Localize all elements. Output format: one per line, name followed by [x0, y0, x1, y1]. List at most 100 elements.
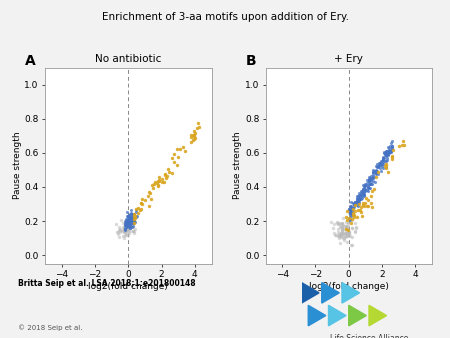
Point: [346, 216, 353, 221]
Point: [343, 230, 351, 236]
Point: [372, 169, 379, 175]
Point: [365, 176, 373, 182]
Point: [377, 159, 384, 164]
Point: [358, 189, 365, 194]
Point: [128, 208, 135, 213]
Point: [127, 215, 135, 220]
Point: [195, 124, 202, 129]
Point: [155, 174, 162, 180]
Polygon shape: [349, 305, 366, 326]
Point: [356, 199, 363, 204]
Point: [369, 169, 377, 174]
Point: [378, 162, 385, 167]
Point: [130, 219, 137, 224]
Point: [121, 225, 128, 231]
Point: [331, 233, 338, 238]
Point: [361, 184, 369, 189]
Point: [338, 221, 346, 226]
Point: [123, 224, 130, 229]
Point: [122, 222, 129, 228]
Point: [121, 229, 128, 234]
Text: Enrichment of 3-aa motifs upon addition of Ery.: Enrichment of 3-aa motifs upon addition …: [102, 12, 348, 22]
Point: [365, 185, 373, 190]
Point: [354, 208, 361, 213]
Point: [348, 206, 356, 211]
Point: [377, 160, 384, 165]
Point: [127, 216, 135, 221]
Point: [194, 120, 202, 126]
Point: [384, 169, 392, 174]
Point: [122, 228, 129, 234]
Point: [382, 165, 389, 171]
Point: [129, 221, 136, 226]
Point: [355, 196, 362, 201]
Point: [352, 200, 359, 206]
Point: [342, 231, 349, 236]
Point: [130, 214, 137, 220]
Point: [121, 219, 128, 224]
Point: [347, 243, 354, 248]
Point: [382, 152, 389, 157]
Point: [132, 206, 140, 212]
Point: [340, 235, 347, 241]
Point: [383, 161, 390, 167]
Point: [341, 235, 348, 241]
Point: [126, 220, 133, 225]
Point: [352, 199, 359, 204]
Polygon shape: [369, 305, 387, 326]
Point: [123, 217, 130, 222]
Point: [386, 148, 393, 154]
Point: [351, 202, 358, 207]
Point: [138, 207, 145, 212]
Point: [162, 175, 169, 180]
Point: [123, 228, 130, 233]
Point: [333, 232, 340, 237]
Point: [129, 212, 136, 217]
Point: [123, 210, 130, 215]
Point: [190, 138, 197, 143]
Point: [346, 229, 353, 234]
Point: [333, 220, 341, 226]
Point: [355, 197, 362, 202]
Point: [126, 219, 134, 225]
Point: [370, 175, 377, 180]
Point: [374, 161, 381, 167]
Point: [351, 200, 359, 206]
Point: [148, 197, 155, 202]
Point: [398, 142, 405, 147]
Point: [388, 139, 396, 144]
Point: [122, 227, 129, 233]
Point: [124, 227, 131, 233]
Point: [377, 160, 384, 165]
X-axis label: log2(fold change): log2(fold change): [88, 282, 168, 291]
Point: [164, 166, 171, 172]
Point: [366, 182, 373, 187]
Point: [126, 216, 133, 222]
Point: [120, 229, 127, 234]
Point: [383, 155, 391, 161]
Point: [343, 231, 351, 236]
Point: [383, 150, 390, 155]
Point: [367, 173, 374, 179]
Point: [129, 211, 136, 216]
Point: [153, 180, 161, 185]
Point: [125, 212, 132, 217]
Point: [380, 156, 387, 161]
Point: [155, 178, 162, 184]
Point: [355, 193, 362, 199]
Point: [133, 213, 140, 219]
Point: [346, 207, 353, 213]
Point: [342, 224, 350, 230]
Point: [122, 217, 130, 222]
Point: [357, 193, 364, 198]
Point: [127, 211, 135, 216]
Point: [338, 226, 345, 231]
Point: [359, 202, 366, 208]
Point: [343, 230, 350, 235]
Point: [340, 215, 347, 220]
Point: [126, 216, 133, 221]
Point: [336, 235, 343, 241]
Point: [123, 223, 130, 228]
Point: [366, 175, 373, 181]
Point: [380, 149, 387, 155]
